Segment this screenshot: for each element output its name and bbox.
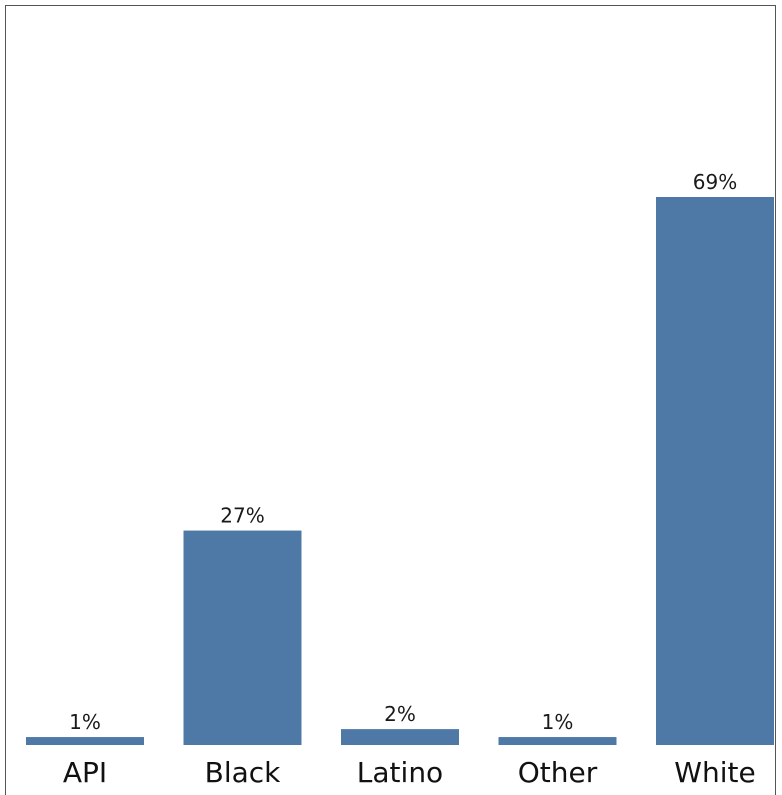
- value-label-black: 27%: [220, 504, 264, 528]
- category-label-other: Other: [518, 756, 598, 789]
- bars-group: [26, 197, 774, 745]
- bar-api: [26, 737, 144, 745]
- category-labels-group: API Black Latino Other White: [63, 756, 756, 789]
- value-label-latino: 2%: [384, 702, 416, 726]
- bar-other: [498, 737, 617, 745]
- value-label-other: 1%: [542, 710, 574, 734]
- value-labels-group: 1% 27% 2% 1% 69%: [69, 170, 737, 734]
- bar-white: [656, 197, 774, 745]
- bar-black: [183, 530, 302, 745]
- bar-latino: [341, 729, 459, 745]
- chart-frame: [5, 5, 776, 795]
- value-label-api: 1%: [69, 710, 101, 734]
- category-label-api: API: [63, 756, 107, 789]
- category-label-black: Black: [205, 756, 282, 789]
- category-label-latino: Latino: [357, 756, 443, 789]
- value-label-white: 69%: [693, 170, 737, 194]
- category-label-white: White: [674, 756, 755, 789]
